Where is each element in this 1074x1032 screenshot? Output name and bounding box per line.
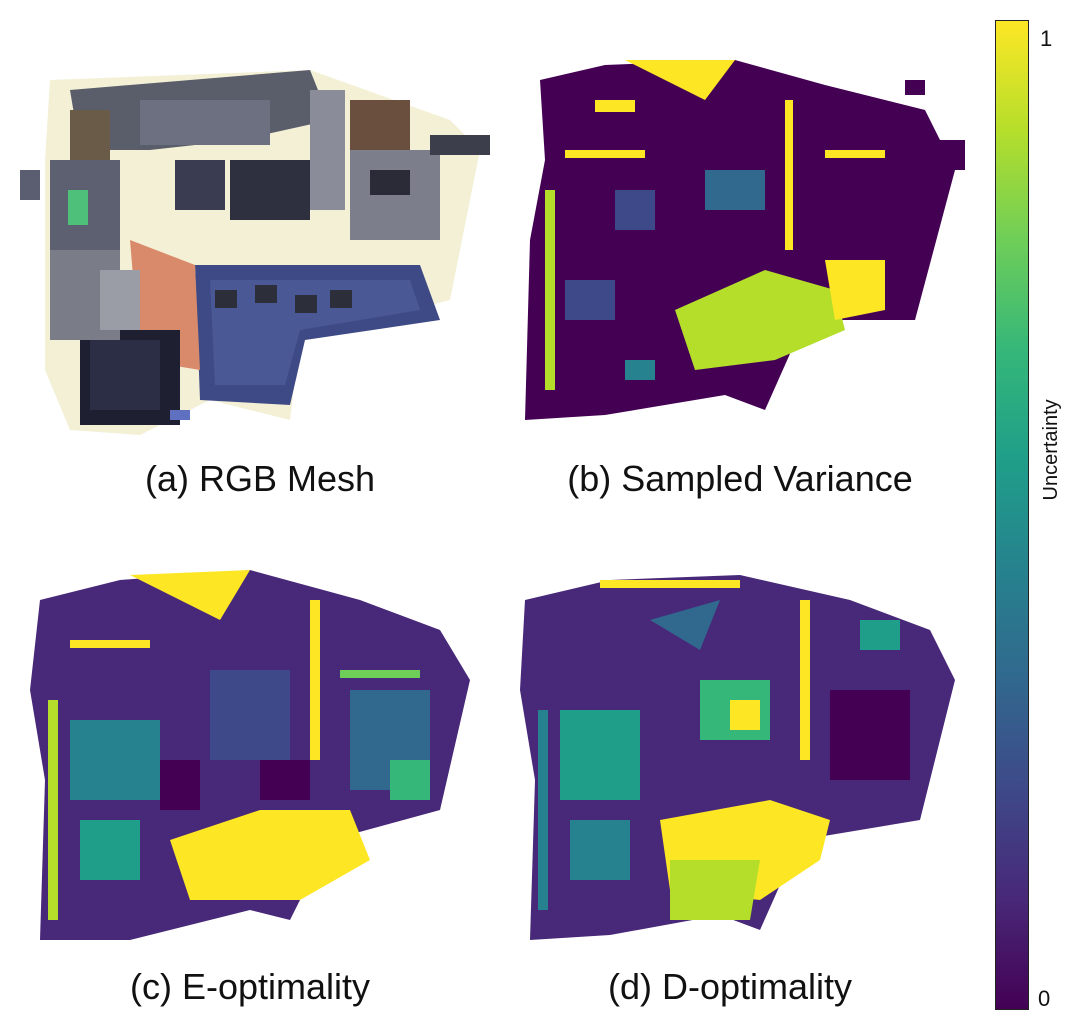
- e-optimality-render: [30, 570, 470, 940]
- sampled-variance-render: [525, 60, 965, 420]
- caption-a: (a) RGB Mesh: [144, 458, 376, 499]
- colorbar-axis-label: Uncertainty: [1040, 399, 1062, 501]
- uncertainty-colorbar: [995, 20, 1029, 1010]
- panel-e-optimality: [10, 560, 490, 960]
- panel-rgb-mesh: [10, 40, 500, 450]
- caption-c: (c) E-optimality: [129, 966, 371, 1007]
- caption-b: (b) Sampled Variance: [567, 458, 913, 499]
- rgb-mesh-render: [20, 70, 490, 435]
- caption-d: (d) D-optimality: [607, 966, 853, 1007]
- d-optimality-render: [520, 575, 955, 940]
- colorbar-min-label: 0: [1038, 986, 1051, 1011]
- colorbar-max-label: 1: [1040, 26, 1053, 51]
- panel-d-optimality: [500, 560, 970, 950]
- panel-sampled-variance: [505, 40, 975, 440]
